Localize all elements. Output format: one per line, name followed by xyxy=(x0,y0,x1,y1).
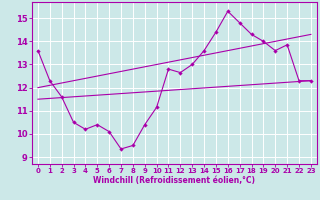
X-axis label: Windchill (Refroidissement éolien,°C): Windchill (Refroidissement éolien,°C) xyxy=(93,176,255,185)
